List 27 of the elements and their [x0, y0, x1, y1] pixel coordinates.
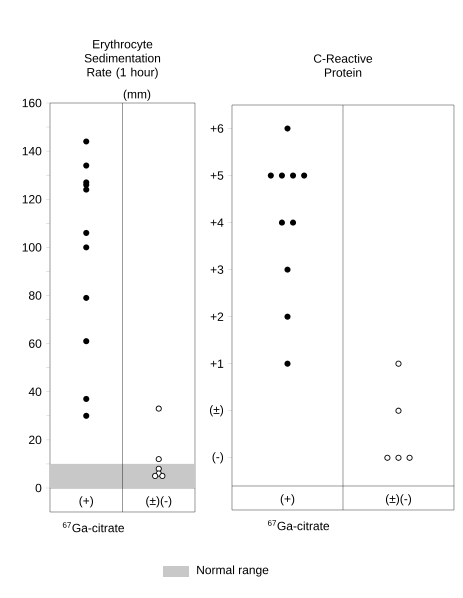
- y-tick-label: +2: [210, 312, 224, 321]
- y-tick-label: 80: [28, 291, 42, 300]
- y-axis-title: (mm): [124, 90, 150, 101]
- y-tick-label: 40: [28, 388, 42, 396]
- x-tick-label: (±)(-): [386, 494, 412, 506]
- y-tick-label: 20: [29, 436, 42, 444]
- chart-title: C-Reactive Protein: [314, 54, 372, 77]
- y-tick-label: +4: [210, 218, 224, 227]
- x-tick-label: (+): [280, 494, 294, 506]
- y-tick-label: 0: [36, 484, 42, 492]
- x-axis-title: $^{67}$Ga-citrate: [268, 520, 330, 530]
- y-tick-label: 120: [22, 195, 42, 204]
- x-tick-label: (+): [79, 496, 93, 508]
- x-axis-title: $^{67}$Ga-citrate: [62, 522, 124, 532]
- y-tick-label: +5: [210, 171, 224, 180]
- y-tick-label: 160: [22, 98, 42, 108]
- legend-label: Normal range: [197, 565, 268, 577]
- y-tick-label: 140: [22, 146, 42, 156]
- y-tick-label: 60: [29, 339, 42, 348]
- x-tick-label: (±)(-): [146, 496, 172, 508]
- y-tick-label: 100: [22, 243, 42, 252]
- y-tick-label: +6: [210, 124, 224, 133]
- chart-title: Erythrocyte Sedimentation Rate (1 hour): [84, 40, 160, 79]
- y-tick-label: (-): [212, 452, 224, 464]
- y-tick-label: (±): [210, 405, 224, 416]
- y-tick-label: +3: [210, 265, 224, 274]
- y-tick-label: +1: [210, 360, 224, 368]
